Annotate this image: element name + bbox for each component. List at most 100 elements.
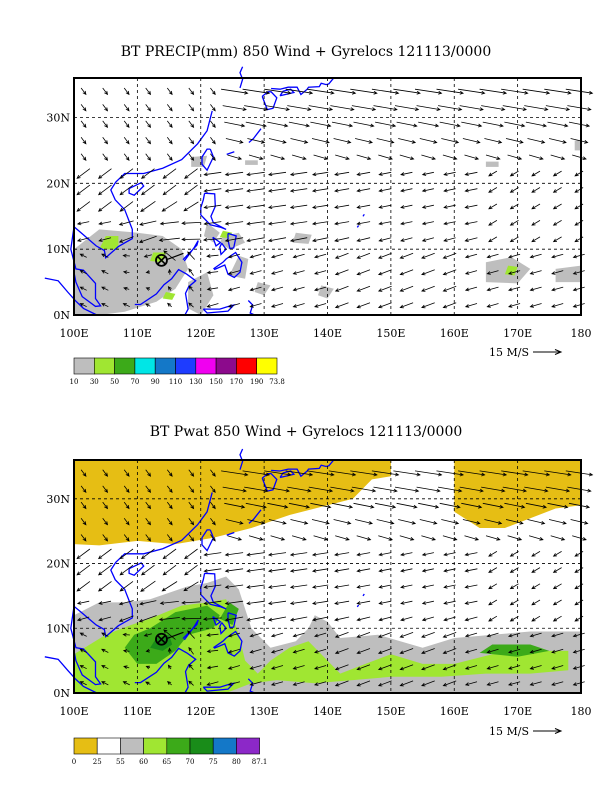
wind-arrow: [291, 553, 307, 557]
precip-panel-title: BT PRECIP(mm) 850 Wind + Gyrelocs 121113…: [0, 44, 612, 60]
x-tick-label: 120E: [186, 705, 215, 718]
wind-arrow: [465, 172, 477, 175]
wind-arrow: [224, 122, 244, 127]
wind-arrow: [374, 487, 397, 492]
wind-arrow: [465, 238, 477, 242]
wind-arrow: [77, 202, 90, 212]
wind-arrow: [530, 271, 541, 275]
wind-arrow: [374, 106, 397, 111]
wind-arrow: [357, 205, 370, 208]
wind-arrow: [185, 185, 198, 195]
vector-scale-label: 15 M/S: [489, 725, 529, 738]
wind-arrow: [444, 553, 456, 556]
coastline: [248, 301, 254, 316]
wind-arrow: [269, 222, 286, 226]
wind-arrow: [379, 286, 392, 291]
legend-swatch: [257, 358, 277, 374]
wind-arrow: [207, 304, 218, 308]
wind-arrow: [524, 106, 547, 111]
wind-arrow: [554, 616, 562, 621]
wind-arrow: [269, 238, 286, 242]
wind-arrow: [489, 600, 497, 605]
wind-arrow: [441, 139, 458, 144]
wind-arrow: [185, 169, 198, 179]
wind-arrow: [532, 584, 540, 589]
wind-arrow: [226, 189, 244, 193]
wind-arrow: [572, 536, 586, 541]
wind-arrow: [422, 270, 435, 275]
wind-arrow: [357, 172, 370, 175]
wind-arrow: [400, 303, 413, 308]
wind-arrow: [99, 202, 112, 212]
legend-swatch: [176, 358, 196, 374]
wind-arrow: [293, 287, 304, 291]
wind-arrow: [312, 520, 329, 525]
wind-arrow: [554, 551, 562, 556]
wind-arrow: [532, 204, 540, 209]
wind-arrow: [400, 155, 414, 160]
x-tick-label: 180: [571, 705, 592, 718]
wind-arrow: [334, 520, 351, 525]
wind-arrow: [289, 122, 309, 127]
wind-arrow: [466, 271, 477, 275]
precip-map-panel: 100E 110E 120E 130E 140E 150E 160E 170E 1800N10N…: [0, 60, 612, 390]
x-tick-label: 110E: [123, 705, 152, 718]
wind-arrow: [486, 155, 500, 160]
wind-arrow: [247, 222, 265, 226]
wind-arrow: [269, 553, 286, 557]
wind-arrow: [401, 189, 412, 192]
wind-arrow: [489, 220, 497, 225]
coastline: [129, 183, 144, 196]
legend-swatch: [97, 738, 120, 754]
color-legend: 10 30 50 70 90 110 130 150 170 190 73.8: [70, 358, 285, 386]
wind-arrow: [354, 122, 374, 127]
x-tick-label: 100E: [59, 327, 88, 340]
x-tick-label: 130E: [250, 327, 279, 340]
wind-arrow: [554, 220, 562, 225]
x-tick-label: 160E: [440, 705, 469, 718]
wind-arrow: [484, 139, 501, 144]
wind-arrow: [332, 122, 352, 127]
wind-arrow: [291, 520, 308, 525]
wind-arrow: [401, 585, 412, 588]
wind-arrow: [269, 520, 286, 525]
wind-arrow: [508, 155, 522, 160]
legend-label: 0: [72, 758, 76, 766]
x-tick-label: 180: [571, 327, 592, 340]
legend-label: 30: [90, 378, 99, 386]
wind-arrow: [355, 139, 372, 144]
wind-arrow: [269, 569, 286, 573]
wind-arrow: [334, 139, 351, 144]
wind-arrow: [504, 122, 524, 127]
wind-arrow: [272, 304, 283, 308]
wind-arrow: [357, 155, 371, 160]
legend-label: 190: [250, 378, 263, 386]
wind-arrow: [571, 520, 588, 525]
wind-arrow: [249, 155, 263, 160]
wind-arrow: [247, 617, 265, 621]
legend-label: 130: [189, 378, 202, 386]
wind-arrow: [529, 536, 543, 541]
wind-arrow: [418, 503, 438, 508]
wind-arrow: [210, 88, 215, 94]
wind-arrow: [247, 553, 265, 557]
wind-arrow: [444, 189, 456, 192]
wind-arrow: [569, 122, 589, 127]
wind-arrow: [269, 172, 286, 175]
wind-arrow: [208, 271, 219, 274]
wind-arrow: [379, 553, 391, 556]
wind-arrow: [163, 565, 176, 575]
wind-arrow: [378, 536, 392, 541]
legend-label: 110: [169, 378, 182, 386]
wind-arrow: [375, 122, 395, 127]
wind-arrow: [269, 189, 286, 193]
wind-arrow: [552, 304, 563, 308]
wind-arrow: [269, 205, 286, 208]
wind-arrow: [574, 287, 585, 291]
legend-label: 25: [93, 758, 102, 766]
wind-arrow: [423, 238, 434, 242]
wind-arrow: [357, 617, 370, 621]
precip-area: [486, 162, 499, 167]
wind-arrow: [357, 253, 370, 258]
wind-arrow: [401, 569, 412, 572]
